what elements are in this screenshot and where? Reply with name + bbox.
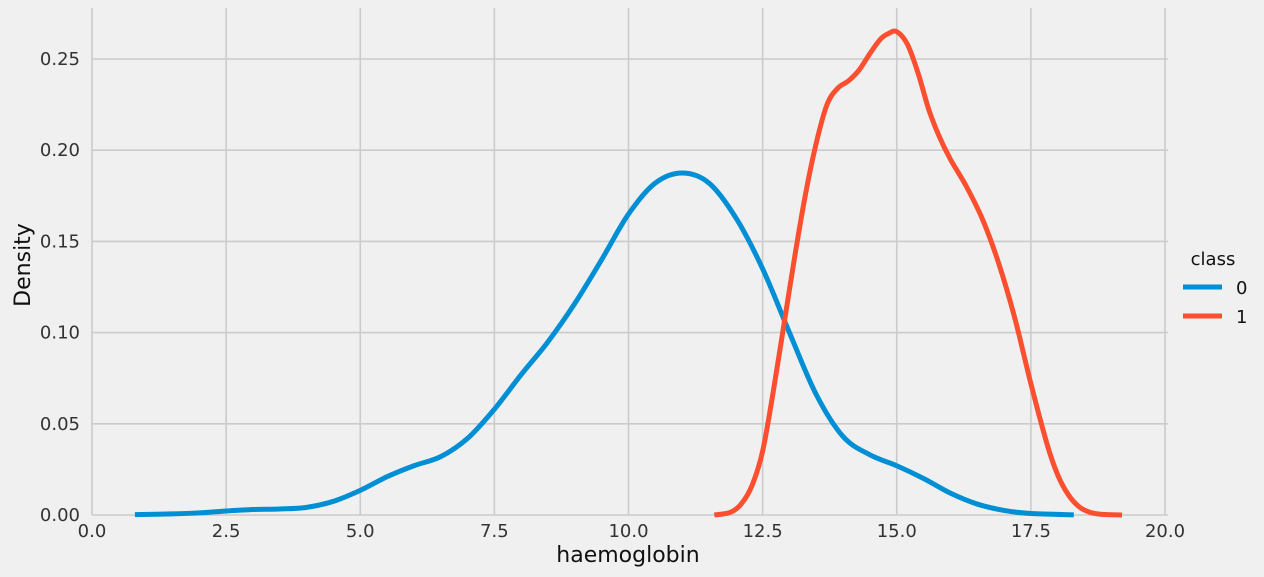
legend-label-0: 0 bbox=[1236, 278, 1247, 299]
x-tick-label: 20.0 bbox=[1145, 521, 1185, 542]
legend: class 0 1 bbox=[1183, 249, 1247, 328]
x-tick-label: 7.5 bbox=[480, 521, 509, 542]
x-tick-label: 15.0 bbox=[877, 521, 917, 542]
y-tick-label: 0.00 bbox=[40, 505, 80, 526]
y-tick-label: 0.20 bbox=[40, 140, 80, 161]
grid bbox=[91, 8, 1168, 516]
y-axis-label: Density bbox=[11, 223, 36, 307]
legend-title: class bbox=[1191, 249, 1236, 270]
series-line-1 bbox=[713, 28, 1123, 518]
x-tick-label: 2.5 bbox=[212, 521, 241, 542]
y-tick-label: 0.15 bbox=[40, 231, 80, 252]
x-tick-label: 12.5 bbox=[743, 521, 783, 542]
tick-labels: 0.0 2.5 5.0 7.5 10.0 12.5 15.0 17.5 20.0 0.00 0.05… bbox=[40, 49, 1185, 542]
y-tick-label: 0.25 bbox=[40, 49, 80, 70]
x-tick-label: 0.0 bbox=[78, 521, 107, 542]
legend-label-1: 1 bbox=[1236, 307, 1247, 328]
x-tick-label: 10.0 bbox=[608, 521, 648, 542]
x-tick-label: 17.5 bbox=[1011, 521, 1051, 542]
y-tick-label: 0.05 bbox=[40, 414, 80, 435]
x-axis-label: haemoglobin bbox=[556, 543, 699, 568]
x-tick-label: 5.0 bbox=[346, 521, 375, 542]
series-lines bbox=[134, 28, 1123, 518]
y-tick-label: 0.10 bbox=[40, 323, 80, 344]
series-line-0 bbox=[134, 170, 1074, 518]
